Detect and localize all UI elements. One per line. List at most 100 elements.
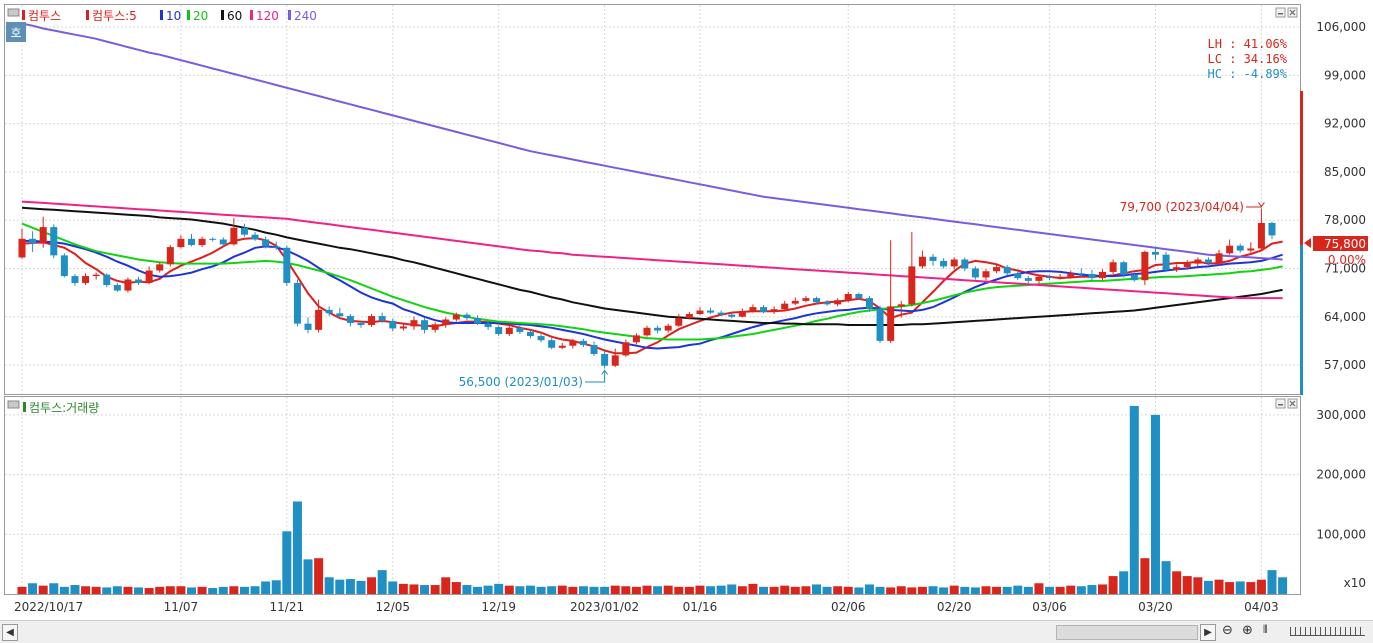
- candle: [262, 236, 270, 249]
- candle: [368, 313, 376, 328]
- candle: [474, 315, 482, 326]
- candle: [738, 308, 746, 318]
- volume-bar: [960, 586, 970, 594]
- volume-bar: [335, 579, 345, 594]
- legend-ma-120: 120: [256, 9, 279, 23]
- scroll-right-icon[interactable]: ▶: [1200, 624, 1216, 641]
- volume-bar: [504, 585, 514, 594]
- candle: [516, 325, 524, 334]
- volume-bar: [833, 586, 843, 594]
- volume-panel-menu-icon[interactable]: [7, 400, 20, 409]
- volume-bar: [917, 586, 927, 594]
- volume-bar: [843, 586, 853, 594]
- bar-spacing-icon[interactable]: ⫴: [1263, 623, 1268, 636]
- zoom-in-icon[interactable]: ⊕: [1242, 623, 1253, 638]
- volume-bar: [112, 586, 122, 594]
- candle: [1236, 243, 1244, 253]
- date-tick-label: 12/05: [375, 600, 410, 614]
- high-annotation-label: 79,700 (2023/04/04): [1120, 200, 1244, 214]
- candle: [993, 265, 1001, 274]
- volume-bar: [17, 586, 27, 594]
- candle: [304, 317, 312, 334]
- zoom-slider[interactable]: [1290, 627, 1365, 636]
- date-tick-label: 03/06: [1032, 600, 1067, 614]
- date-tick-label: 2023/01/02: [570, 600, 639, 614]
- candle: [1035, 274, 1043, 284]
- candle: [336, 307, 344, 319]
- ma-120-line: [21, 200, 1283, 300]
- volume-axis: 100,000 200,000 300,000: [1316, 408, 1366, 541]
- volume-minimize-icon[interactable]: [1275, 398, 1286, 409]
- candle: [1003, 265, 1011, 276]
- volume-bar: [716, 585, 726, 594]
- candle: [579, 338, 587, 348]
- volume-bar: [1203, 580, 1213, 594]
- volume-bar: [727, 584, 737, 594]
- volume-bar: [864, 584, 874, 594]
- volume-bar: [1193, 577, 1203, 594]
- candle: [18, 228, 26, 259]
- candle: [166, 245, 174, 267]
- candle: [113, 282, 121, 292]
- volume-bar: [801, 586, 811, 594]
- date-tick-label: 2022/10/17: [14, 600, 83, 614]
- price-tick-label: 99,000: [1324, 68, 1366, 82]
- candlestick-series: [18, 208, 1276, 369]
- volume-bar: [91, 586, 101, 594]
- candle: [971, 266, 979, 280]
- scroll-left-icon[interactable]: ◀: [2, 624, 18, 641]
- volume-bar: [695, 585, 705, 594]
- candle: [781, 300, 789, 311]
- candle: [209, 237, 217, 242]
- candle: [834, 298, 842, 307]
- price-tick-label: 57,000: [1324, 358, 1366, 372]
- volume-bar: [239, 586, 249, 594]
- candle: [177, 235, 185, 249]
- zoom-out-icon[interactable]: ⊖: [1222, 623, 1233, 638]
- candle: [654, 325, 662, 334]
- volume-bar: [1235, 581, 1245, 594]
- candle: [929, 253, 937, 266]
- candle: [590, 341, 598, 357]
- volume-bar: [1256, 579, 1266, 594]
- volume-bar: [356, 580, 366, 594]
- chart-canvas[interactable]: 57,000 64,000 71,000 78,000 85,000 92,000 99,0…: [0, 0, 1373, 620]
- volume-bar: [663, 585, 673, 594]
- candle: [198, 236, 206, 248]
- volume-bar: [70, 585, 80, 594]
- price-tick-label: 71,000: [1324, 261, 1366, 275]
- stat-lh: LH : 41.06%: [1208, 37, 1288, 51]
- chart-scrollbar[interactable]: ◀ ▶ ⊖ ⊕ ⫴: [0, 620, 1373, 643]
- legend-stock-name: 컴투스: [28, 9, 61, 23]
- panel-menu-icon[interactable]: [7, 8, 20, 17]
- candle: [495, 325, 503, 337]
- price-panel-controls: [1275, 7, 1298, 18]
- minimize-icon[interactable]: [1275, 7, 1286, 18]
- date-tick-label: 12/19: [481, 600, 516, 614]
- scroll-thumb[interactable]: [1056, 625, 1198, 640]
- low-annotation: 56,500 (2023/01/03): [459, 369, 609, 389]
- volume-bar: [1087, 585, 1097, 594]
- candle: [897, 300, 905, 318]
- mode-badge[interactable]: 호: [6, 22, 26, 42]
- candle: [1194, 257, 1202, 268]
- volume-tick-label: 100,000: [1316, 527, 1366, 541]
- candle: [346, 313, 354, 327]
- candle: [961, 257, 969, 272]
- volume-bar: [494, 583, 504, 594]
- ma-20-line: [21, 222, 1283, 341]
- candle: [315, 299, 323, 333]
- volume-bar: [165, 586, 175, 594]
- candle: [421, 318, 429, 334]
- volume-bar: [939, 587, 949, 594]
- candle: [770, 306, 778, 314]
- low-annotation-label: 56,500 (2023/01/03): [459, 375, 583, 389]
- day-range-bar-down: [1300, 245, 1303, 395]
- volume-bar: [59, 586, 69, 594]
- volume-bars: [17, 405, 1288, 594]
- volume-bar: [822, 586, 832, 594]
- candle: [1120, 260, 1128, 278]
- candle: [103, 273, 111, 288]
- legend-ma-240: 240: [294, 9, 317, 23]
